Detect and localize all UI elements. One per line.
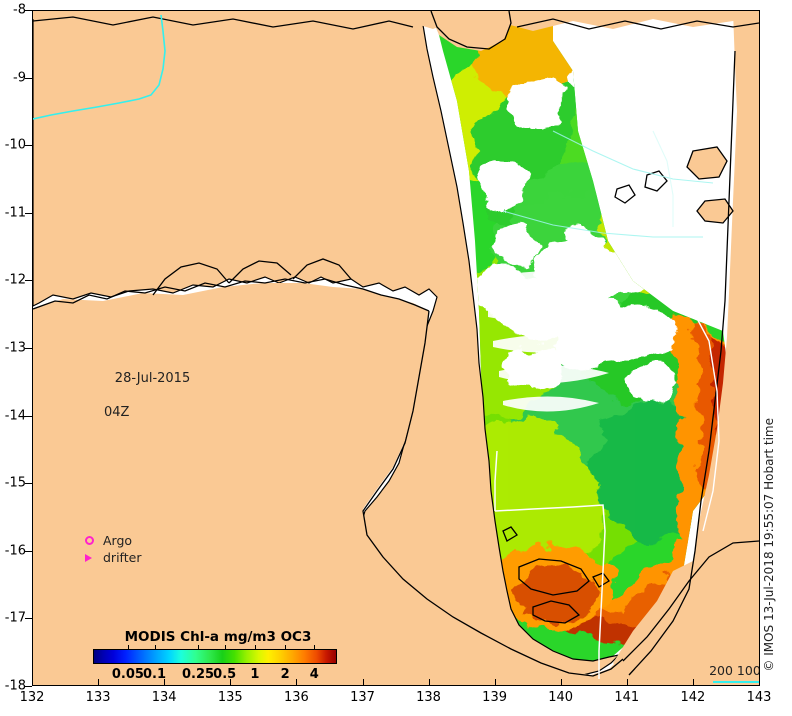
depth-legend-label: 200 1000m (709, 663, 760, 678)
contour-1000m (33, 14, 166, 120)
colorbar: MODIS Chl-a mg/m3 OC3 0.05 0.1 0.25 0.5 … (93, 629, 343, 682)
contour-north-b (502, 210, 703, 238)
y-tick-label-8: -16 (4, 543, 26, 559)
x-tick-label-0: 132 (19, 690, 45, 705)
colorbar-gradient: 0.05 0.1 0.25 0.5 1 2 4 (93, 645, 337, 682)
bathymetry-contours (33, 14, 720, 679)
colorbar-tick-3: 0.5 (213, 667, 237, 682)
drifter-triangle-icon (85, 550, 103, 565)
x-tick-label-10: 142 (680, 690, 706, 705)
y-tick-label-7: -15 (4, 475, 26, 491)
colorbar-tick-1: 0.1 (142, 667, 167, 682)
y-tick-label-6: -14 (4, 408, 26, 424)
map-graphic (33, 11, 759, 685)
colorbar-tick-4: 1 (250, 667, 260, 682)
coastline (33, 11, 759, 677)
x-tick-label-9: 141 (614, 690, 640, 705)
legend-item-argo: Argo (85, 532, 141, 549)
y-tick-label-0: -8 (13, 2, 26, 18)
legend-label-drifter: drifter (103, 550, 142, 565)
x-tick-label-4: 136 (283, 690, 309, 705)
contour-200m-west (494, 450, 498, 511)
y-tick-label-1: -9 (13, 70, 26, 86)
y-tick-label-9: -17 (4, 610, 26, 626)
x-tick-label-6: 138 (416, 690, 441, 705)
y-tick-label-2: -10 (4, 137, 26, 153)
colorbar-title: MODIS Chl-a mg/m3 OC3 (124, 629, 312, 645)
y-tick-label-4: -12 (4, 272, 26, 288)
depth-contour-legend: 200 1000m (709, 663, 760, 683)
x-tick-label-3: 135 (217, 690, 243, 705)
annotation-time: 04Z (104, 405, 130, 420)
contour-north-a (552, 130, 714, 184)
x-tick-label-5: 137 (350, 690, 375, 705)
argo-circle-icon (85, 533, 103, 548)
contour-north-c (652, 130, 674, 227)
colorbar-tick-5: 2 (280, 667, 290, 682)
x-tick-label-11: 143 (746, 690, 772, 705)
colorbar-tick-0: 0.05 (111, 667, 144, 682)
legend-label-argo: Argo (103, 533, 133, 548)
depth-legend-line (713, 681, 759, 683)
credit-text: © IMOS 13-Jul-2018 19:55:07 Hobart time (762, 418, 776, 672)
map-plot-area: 28-Jul-2015 04Z Argo drifter MODIS Chl-a… (32, 10, 760, 686)
legend-item-drifter: drifter (85, 549, 141, 566)
colorbar-tick-6: 4 (309, 667, 319, 682)
contour-200m-east (692, 310, 720, 532)
x-tick-label-8: 140 (548, 690, 574, 705)
x-tick-label-7: 139 (482, 690, 507, 705)
land-fill-layer (33, 11, 759, 685)
y-tick-label-3: -11 (4, 205, 26, 221)
contour-200m-gulf (494, 504, 606, 679)
annotation-date: 28-Jul-2015 (114, 371, 191, 386)
datetime-annotation: 28-Jul-2015 04Z (90, 353, 190, 455)
y-tick-label-5: -13 (4, 340, 26, 356)
x-tick-label-2: 134 (151, 690, 177, 705)
y-tick-label-10: -18 (4, 678, 26, 694)
platform-marker-legend: Argo drifter (85, 532, 141, 566)
colorbar-tick-2: 0.25 (182, 667, 215, 682)
x-tick-label-1: 133 (85, 690, 111, 705)
